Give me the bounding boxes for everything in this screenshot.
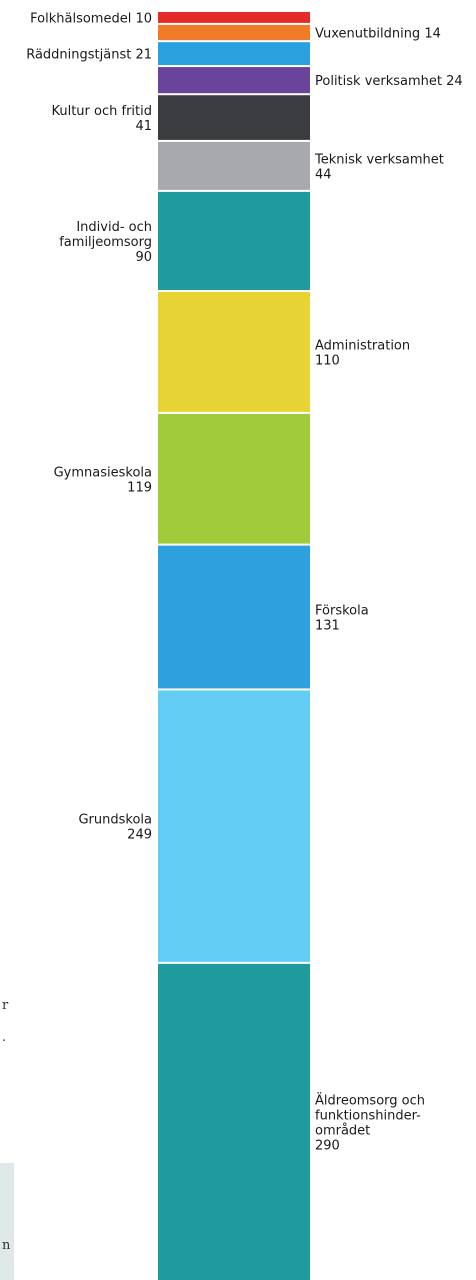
bar-segment bbox=[158, 191, 310, 290]
bar-segment bbox=[158, 12, 310, 23]
segment-label-line: Individ- och bbox=[76, 220, 152, 235]
edge-text-fragment: . bbox=[2, 1030, 7, 1045]
segment-label-line: Administration bbox=[315, 338, 410, 353]
segment-label: Politisk verksamhet 24 bbox=[315, 74, 463, 89]
bar-segment bbox=[158, 42, 310, 66]
segment-label-line: familjeomsorg bbox=[59, 235, 152, 250]
segment-label: Äldreomsorg och funktionshinder-området 29… bbox=[315, 1092, 425, 1153]
bar-segment bbox=[158, 963, 310, 1280]
segment-label: Grundskola 249 bbox=[78, 813, 152, 843]
segment-label-line: 90 bbox=[135, 250, 152, 265]
bar-segment bbox=[158, 141, 310, 190]
segment-label-line: Kultur och fritid bbox=[51, 104, 152, 119]
bar-segment bbox=[158, 413, 310, 544]
segment-label-line: Räddningstjänst 21 bbox=[26, 48, 152, 63]
side-panel-edge bbox=[0, 1163, 14, 1280]
segment-label-line: funktionshinder- bbox=[315, 1108, 421, 1123]
segment-label-line: 44 bbox=[315, 167, 332, 182]
segment-label-line: 290 bbox=[315, 1138, 340, 1153]
segment-label: Administration 110 bbox=[315, 338, 410, 368]
segment-label-line: 131 bbox=[315, 619, 340, 634]
segment-label-line: 249 bbox=[127, 828, 152, 843]
segment-label-line: 119 bbox=[127, 480, 152, 495]
segment-label-line: Grundskola bbox=[78, 813, 152, 828]
bar-segment bbox=[158, 24, 310, 41]
segment-label-line: Politisk verksamhet 24 bbox=[315, 74, 463, 89]
segment-label-line: Teknisk verksamhet bbox=[314, 152, 444, 167]
segment-label: Förskola 131 bbox=[315, 604, 369, 634]
segment-label-line: Förskola bbox=[315, 604, 369, 619]
segment-label-line: Folkhälsomedel 10 bbox=[30, 11, 152, 26]
segment-label: Gymnasieskola 119 bbox=[54, 465, 152, 495]
segment-label-line: 110 bbox=[315, 353, 340, 368]
segment-label: Kultur och fritid 41 bbox=[51, 104, 152, 134]
edge-text-fragment: r bbox=[2, 998, 9, 1013]
segment-label-line: Vuxenutbildning 14 bbox=[315, 27, 441, 42]
bar-segment bbox=[158, 690, 310, 962]
segment-label-line: området bbox=[315, 1123, 370, 1138]
bar-segment bbox=[158, 67, 310, 94]
segment-label-line: Gymnasieskola bbox=[54, 465, 152, 480]
segment-label: Vuxenutbildning 14 bbox=[315, 27, 441, 42]
bar-segment bbox=[158, 545, 310, 689]
segment-label-line: Äldreomsorg och bbox=[315, 1092, 425, 1108]
segment-label-line: 41 bbox=[135, 119, 152, 134]
edge-text-fragment: n bbox=[2, 1238, 11, 1253]
segment-label: Räddningstjänst 21 bbox=[26, 48, 152, 63]
bar-segment bbox=[158, 291, 310, 412]
bar-segment bbox=[158, 95, 310, 140]
segment-label: Folkhälsomedel 10 bbox=[30, 11, 152, 26]
segment-label: Teknisk verksamhet 44 bbox=[314, 152, 444, 182]
segment-label: Individ- och familjeomsorg 90 bbox=[59, 220, 152, 265]
